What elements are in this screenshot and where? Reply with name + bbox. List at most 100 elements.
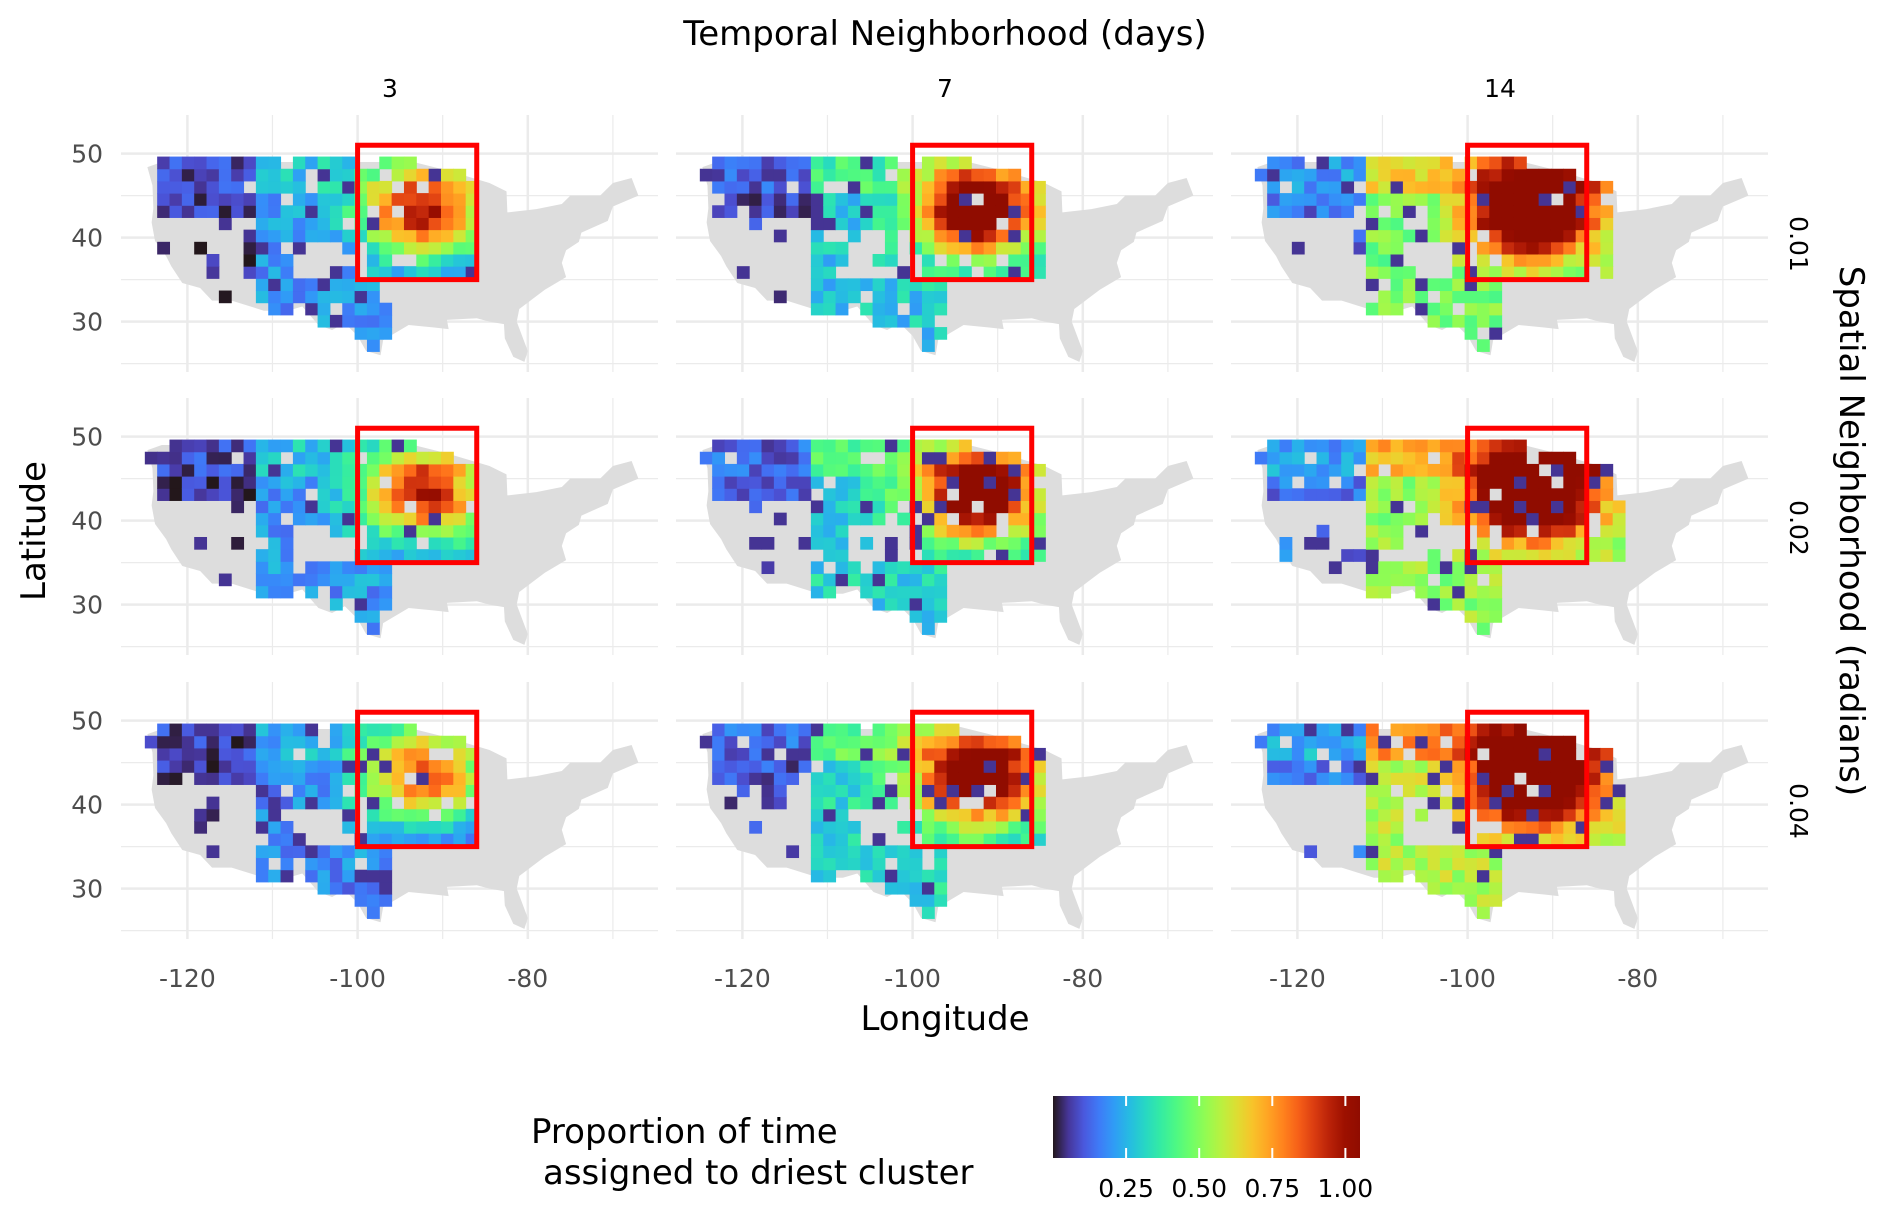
y-axis-title: Latitude: [14, 461, 54, 601]
heatmap-cell: [181, 205, 195, 218]
heatmap-cell: [823, 524, 837, 538]
heatmap-cell: [1476, 610, 1490, 623]
heatmap-cell: [921, 488, 935, 501]
facet-panel: [121, 682, 658, 939]
heatmap-cell: [786, 476, 800, 489]
heatmap-cell: [280, 820, 294, 834]
heatmap-cell: [1279, 476, 1293, 489]
heatmap-cell: [366, 314, 380, 328]
heatmap-cell: [1033, 229, 1046, 243]
heatmap-cell: [847, 820, 861, 834]
heatmap-cell: [712, 723, 726, 737]
heatmap-cell: [1588, 833, 1601, 846]
heatmap-cell: [1033, 808, 1046, 822]
heatmap-cell: [934, 500, 948, 514]
heatmap-cell: [934, 585, 948, 599]
heatmap-cell: [958, 808, 972, 822]
heatmap-cell: [736, 463, 750, 477]
heatmap-cell: [995, 833, 1009, 846]
heatmap-cell: [1513, 784, 1527, 798]
heatmap-cell: [835, 833, 849, 846]
heatmap-cell: [847, 229, 861, 243]
heatmap-cell: [860, 302, 874, 316]
heatmap-cell: [1550, 241, 1564, 255]
y-tick-label: 30: [71, 591, 103, 620]
heatmap-cell: [218, 451, 232, 465]
heatmap-cell: [921, 881, 935, 895]
heatmap-cell: [317, 573, 331, 587]
heatmap-cell: [342, 500, 356, 514]
heatmap-cell: [1316, 463, 1330, 477]
heatmap-cell: [835, 561, 849, 575]
heatmap-cell: [786, 205, 800, 218]
heatmap-cell: [1439, 585, 1453, 599]
heatmap-cell: [1402, 168, 1416, 182]
heatmap-cell: [440, 476, 454, 489]
heatmap-cell: [255, 585, 269, 599]
heatmap-cell: [292, 180, 306, 194]
heatmap-cell: [983, 735, 997, 749]
heatmap-cell: [921, 820, 935, 834]
heatmap-cell: [1415, 290, 1429, 304]
heatmap-cell: [255, 266, 269, 279]
heatmap-cell: [292, 205, 306, 218]
heatmap-cell: [1378, 451, 1392, 465]
heatmap-cell: [1304, 760, 1318, 773]
heatmap-cell: [1588, 180, 1601, 194]
facet-panel: [1231, 115, 1768, 372]
heatmap-cell: [1612, 500, 1626, 514]
heatmap-cell: [934, 820, 948, 834]
heatmap-cell: [366, 339, 380, 352]
heatmap-cell: [268, 561, 282, 575]
heatmap-cell: [810, 833, 824, 846]
heatmap-cell: [909, 597, 923, 611]
heatmap-cell: [194, 439, 208, 453]
heatmap-cell: [773, 796, 787, 810]
heatmap-cell: [206, 476, 220, 489]
heatmap-cell: [1008, 735, 1022, 749]
heatmap-cell: [1328, 168, 1342, 182]
heatmap-cell: [428, 253, 442, 267]
heatmap-cell: [181, 451, 195, 465]
heatmap-cell: [1402, 573, 1416, 587]
heatmap-cell: [379, 857, 393, 871]
heatmap-cell: [1563, 168, 1577, 182]
heatmap-cell: [1513, 156, 1527, 170]
heatmap-cell: [1402, 772, 1416, 785]
heatmap-cell: [428, 476, 442, 489]
heatmap-cell: [218, 488, 232, 501]
heatmap-cell: [268, 439, 282, 453]
heatmap-cell: [255, 723, 269, 737]
heatmap-cell: [872, 857, 886, 871]
heatmap-cell: [872, 156, 886, 170]
heatmap-cell: [231, 747, 245, 761]
heatmap-cell: [403, 784, 417, 798]
heatmap-cell: [884, 536, 898, 550]
heatmap-cell: [1279, 772, 1293, 785]
heatmap-cell: [1600, 784, 1614, 798]
heatmap-cell: [921, 796, 935, 810]
heatmap-cell: [366, 796, 380, 810]
heatmap-cell: [231, 193, 245, 206]
heatmap-cell: [897, 439, 911, 453]
heatmap-cell: [934, 894, 948, 907]
heatmap-cell: [181, 156, 195, 170]
heatmap-cell: [1550, 524, 1564, 538]
heatmap-cell: [1390, 241, 1404, 255]
heatmap-cell: [1328, 488, 1342, 501]
heatmap-cell: [934, 229, 948, 243]
heatmap-cell: [1378, 573, 1392, 587]
heatmap-cell: [366, 869, 380, 883]
heatmap-cell: [946, 820, 960, 834]
heatmap-cell: [773, 463, 787, 477]
heatmap-cell: [169, 168, 183, 182]
heatmap-cell: [1526, 217, 1540, 231]
heatmap-cell: [255, 156, 269, 170]
heatmap-cell: [1267, 488, 1281, 501]
heatmap-cell: [773, 735, 787, 749]
heatmap-cell: [268, 278, 282, 292]
heatmap-cell: [1563, 476, 1577, 489]
heatmap-cell: [1538, 205, 1552, 218]
heatmap-cell: [391, 512, 405, 526]
heatmap-cell: [1267, 772, 1281, 785]
